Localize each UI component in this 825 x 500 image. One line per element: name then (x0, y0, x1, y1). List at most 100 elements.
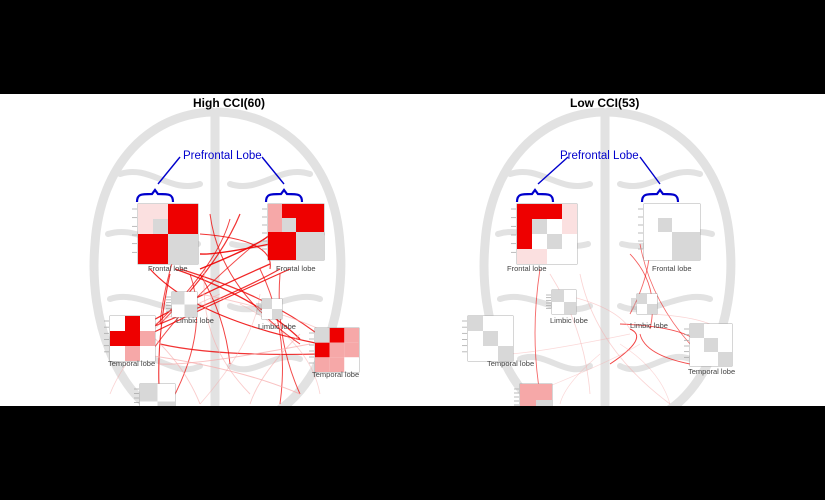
label-frontal-right: Frontal lobe (652, 264, 692, 273)
matrix-cell (310, 218, 324, 232)
matrix-cell (183, 249, 198, 264)
figure-canvas: Prefrontal Lobe Frontal lobe Frontal lobe T… (0, 94, 825, 406)
annotation-arrow (537, 156, 569, 185)
brain-connectivity-figure: Prefrontal Lobe Frontal lobe Frontal lobe T… (89, 107, 736, 406)
matrix-cell (110, 331, 125, 346)
matrix-cell (138, 204, 153, 219)
matrix-cell (153, 219, 168, 234)
matrix-temporal-right (684, 323, 733, 367)
label-frontal-left: Frontal lobe (148, 264, 188, 273)
matrix-cell (272, 309, 282, 319)
matrix-cell (547, 249, 562, 264)
connection-edge (169, 273, 198, 405)
matrix-cell (517, 204, 532, 219)
matrix-cell (532, 234, 547, 249)
matrix-cell (344, 328, 359, 343)
panel-high-cci: Prefrontal Lobe Frontal lobe Frontal lobe T… (89, 107, 360, 406)
matrix-cell (658, 246, 672, 260)
matrix-frontal-right (638, 203, 701, 261)
matrix-cell (268, 232, 282, 246)
panel-title-low-cci: Low CCI(53) (570, 96, 640, 110)
matrix-cell (262, 309, 272, 319)
matrix-cell (547, 204, 562, 219)
brain-left-hemisphere (89, 107, 217, 406)
brain-gyrus (227, 169, 313, 189)
brain-gyrus (227, 354, 303, 373)
connection-edge (199, 293, 261, 405)
matrix-cell (718, 324, 732, 338)
matrix-cell (690, 324, 704, 338)
matrix-cell (532, 219, 547, 234)
matrix-cell (483, 331, 498, 346)
connection-edge (559, 353, 601, 405)
brain-gyrus (117, 169, 203, 189)
matrix-cell (498, 316, 513, 331)
prefrontal-brace (515, 188, 555, 203)
matrix-cell (672, 204, 686, 218)
matrix-cell (315, 357, 330, 372)
matrix-cell (690, 338, 704, 352)
matrix-cell (564, 302, 576, 314)
connection-edge (619, 343, 671, 405)
brain-right-hemisphere (213, 107, 346, 406)
matrix-temporal-right (309, 327, 360, 373)
brain-right-hemisphere (603, 107, 736, 406)
matrix-cell (272, 299, 282, 309)
matrix-cell (138, 234, 153, 249)
matrix-cell (153, 234, 168, 249)
matrix-cell (517, 219, 532, 234)
connection-edge (609, 328, 638, 365)
matrix-cell (552, 302, 564, 314)
matrix-cell (637, 294, 647, 304)
matrix-limbic (166, 291, 198, 318)
matrix-cell (157, 401, 175, 406)
matrix-cell (517, 249, 532, 264)
matrix-cell (562, 219, 577, 234)
panel-low-cci: Prefrontal Lobe Frontal lobe Frontal lobe T… (462, 107, 736, 406)
matrix-cell (140, 331, 155, 346)
connection-edge (549, 273, 591, 395)
matrix-cell (468, 331, 483, 346)
connection-edge (534, 268, 541, 395)
matrix-cell (658, 204, 672, 218)
matrix-cell (268, 218, 282, 232)
matrix-cell (329, 342, 345, 358)
matrix-occipital (514, 383, 553, 406)
matrix-cell (564, 290, 576, 302)
matrix-cell (329, 328, 345, 343)
matrix-temporal-left (104, 315, 156, 362)
matrix-limbic (546, 289, 577, 315)
annotation-arrow (157, 156, 181, 185)
matrix-cell (282, 246, 296, 260)
matrix-frontal-right (262, 203, 325, 261)
matrix-cell (329, 357, 345, 372)
prefrontal-brace (640, 188, 680, 203)
matrix-cell (315, 342, 330, 358)
matrix-frontal-left (511, 203, 578, 265)
matrix-cell (153, 204, 168, 219)
matrix-cell (138, 249, 153, 264)
connection-edge (259, 268, 283, 405)
matrix-cell (468, 346, 483, 361)
matrix-cell (125, 331, 140, 346)
matrix-cell (644, 232, 658, 246)
label-temporal-right: Temporal lobe (688, 367, 735, 376)
matrix-cell (262, 299, 272, 309)
matrix-cell (140, 346, 155, 361)
label-limbic-mid: Limbic lobe (630, 321, 668, 330)
matrix-cell (153, 249, 168, 264)
connection-edge (174, 268, 301, 340)
matrix-cell (552, 290, 564, 302)
matrix-cell (672, 218, 686, 232)
matrix-cell (296, 218, 310, 232)
prefrontal-annotation: Prefrontal Lobe (183, 150, 262, 162)
matrix-cell (296, 204, 310, 218)
matrix-cell (282, 232, 296, 246)
prefrontal-brace (135, 188, 175, 203)
matrix-cell (125, 346, 140, 361)
matrix-cell (498, 331, 513, 346)
label-temporal-left: Temporal lobe (487, 359, 534, 368)
matrix-cell (168, 249, 183, 264)
label-frontal-right: Frontal lobe (276, 264, 316, 273)
matrix-cell (718, 338, 732, 352)
